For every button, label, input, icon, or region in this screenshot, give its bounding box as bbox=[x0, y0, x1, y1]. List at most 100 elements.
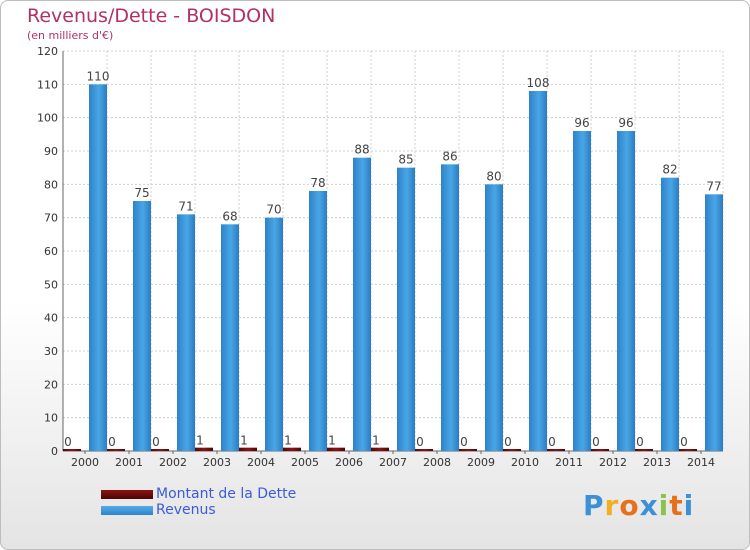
data-label-dette: 1 bbox=[372, 434, 380, 448]
data-label-dette: 0 bbox=[152, 435, 160, 449]
bar-revenus bbox=[529, 91, 547, 451]
x-tick-label: 2002 bbox=[159, 456, 187, 469]
logo-letter: o bbox=[619, 489, 640, 522]
logo-letter: t bbox=[669, 489, 684, 522]
chart-subtitle: (en milliers d'€) bbox=[27, 29, 114, 42]
data-label-dette: 0 bbox=[504, 435, 512, 449]
x-tick-label: 2010 bbox=[511, 456, 539, 469]
x-tick-label: 2000 bbox=[71, 456, 99, 469]
legend-label-revenus: Revenus bbox=[156, 502, 216, 518]
data-label-dette: 0 bbox=[636, 435, 644, 449]
y-tick-label: 50 bbox=[44, 278, 58, 291]
x-tick-label: 2001 bbox=[115, 456, 143, 469]
x-tick-label: 2009 bbox=[467, 456, 495, 469]
y-tick-label: 10 bbox=[44, 412, 58, 425]
logo-letter: i bbox=[683, 489, 695, 522]
bar-revenus bbox=[397, 167, 415, 451]
data-label-dette: 0 bbox=[592, 435, 600, 449]
bar-dette bbox=[591, 449, 609, 451]
data-label-revenus: 96 bbox=[618, 116, 633, 130]
bar-dette bbox=[283, 447, 301, 451]
legend-swatch-revenus bbox=[101, 506, 153, 515]
y-tick-label: 90 bbox=[44, 145, 58, 158]
bar-revenus bbox=[661, 177, 679, 451]
logo-letter: i bbox=[658, 489, 670, 522]
bar-dette bbox=[239, 447, 257, 451]
y-tick-label: 60 bbox=[44, 245, 58, 258]
data-label-revenus: 80 bbox=[486, 169, 501, 183]
bar-dette bbox=[459, 449, 477, 451]
data-label-dette: 0 bbox=[416, 435, 424, 449]
data-label-dette: 1 bbox=[328, 434, 336, 448]
bar-revenus bbox=[441, 164, 459, 452]
data-label-dette: 1 bbox=[196, 434, 204, 448]
logo-letter: r bbox=[604, 489, 620, 522]
y-tick-label: 120 bbox=[37, 45, 58, 58]
bar-dette bbox=[107, 449, 125, 451]
bar-dette bbox=[679, 449, 697, 451]
bar-dette bbox=[371, 447, 389, 451]
y-tick-label: 0 bbox=[51, 445, 58, 458]
proxiti-logo: Proxiti bbox=[583, 489, 694, 522]
bar-revenus bbox=[573, 131, 591, 451]
bar-dette bbox=[327, 447, 345, 451]
legend-label-dette: Montant de la Dette bbox=[156, 486, 297, 502]
data-label-revenus: 70 bbox=[266, 203, 281, 217]
bar-revenus bbox=[309, 191, 327, 451]
y-tick-label: 70 bbox=[44, 212, 58, 225]
bar-dette bbox=[63, 449, 81, 451]
data-label-revenus: 71 bbox=[178, 199, 193, 213]
label-layer: 0 110 0 75 0 71 1 68 1 70 1 78 1 88 1 85 0 86 0 80 0 108 0 96 0 9… bbox=[64, 69, 721, 449]
data-label-revenus: 85 bbox=[398, 153, 413, 167]
data-label-dette: 0 bbox=[680, 435, 688, 449]
bar-revenus bbox=[617, 131, 635, 451]
x-tick-label: 2007 bbox=[379, 456, 407, 469]
data-label-revenus: 88 bbox=[354, 143, 369, 157]
data-label-revenus: 77 bbox=[706, 179, 721, 193]
x-tick-label: 2014 bbox=[687, 456, 715, 469]
y-tick-label: 30 bbox=[44, 345, 58, 358]
bar-revenus bbox=[89, 84, 107, 451]
data-label-dette: 0 bbox=[460, 435, 468, 449]
bar-revenus bbox=[265, 217, 283, 451]
y-tick-label: 20 bbox=[44, 378, 58, 391]
data-label-revenus: 96 bbox=[574, 116, 589, 130]
logo-letter: P bbox=[583, 489, 605, 522]
bar-dette bbox=[547, 449, 565, 451]
data-label-revenus: 75 bbox=[134, 186, 149, 200]
bar-dette bbox=[635, 449, 653, 451]
y-tick-label: 40 bbox=[44, 312, 58, 325]
x-tick-label: 2008 bbox=[423, 456, 451, 469]
bar-layer bbox=[63, 84, 723, 452]
y-tick-label: 110 bbox=[37, 78, 58, 91]
bar-dette bbox=[151, 449, 169, 451]
x-tick-label: 2004 bbox=[247, 456, 275, 469]
legend-swatch-dette bbox=[101, 490, 153, 499]
y-tick-label: 80 bbox=[44, 178, 58, 191]
bar-revenus bbox=[705, 194, 723, 452]
data-label-dette: 1 bbox=[240, 434, 248, 448]
data-label-dette: 0 bbox=[548, 435, 556, 449]
chart-title: Revenus/Dette - BOISDON bbox=[27, 5, 276, 27]
x-tick-label: 2013 bbox=[643, 456, 671, 469]
bar-revenus bbox=[133, 201, 151, 451]
bar-revenus bbox=[485, 184, 503, 452]
x-tick-label: 2003 bbox=[203, 456, 231, 469]
y-tick-label: 100 bbox=[37, 112, 58, 125]
x-tick-label: 2012 bbox=[599, 456, 627, 469]
data-label-revenus: 108 bbox=[527, 76, 550, 90]
logo-letter: x bbox=[639, 489, 659, 522]
bar-revenus bbox=[177, 214, 195, 451]
data-label-dette: 0 bbox=[64, 435, 72, 449]
bar-revenus bbox=[221, 224, 239, 451]
x-tick-label: 2006 bbox=[335, 456, 363, 469]
bar-dette bbox=[415, 449, 433, 451]
data-label-revenus: 78 bbox=[310, 176, 325, 190]
x-tick-label: 2011 bbox=[555, 456, 583, 469]
data-label-revenus: 82 bbox=[662, 163, 677, 177]
bar-dette bbox=[503, 449, 521, 451]
data-label-revenus: 68 bbox=[222, 209, 237, 223]
